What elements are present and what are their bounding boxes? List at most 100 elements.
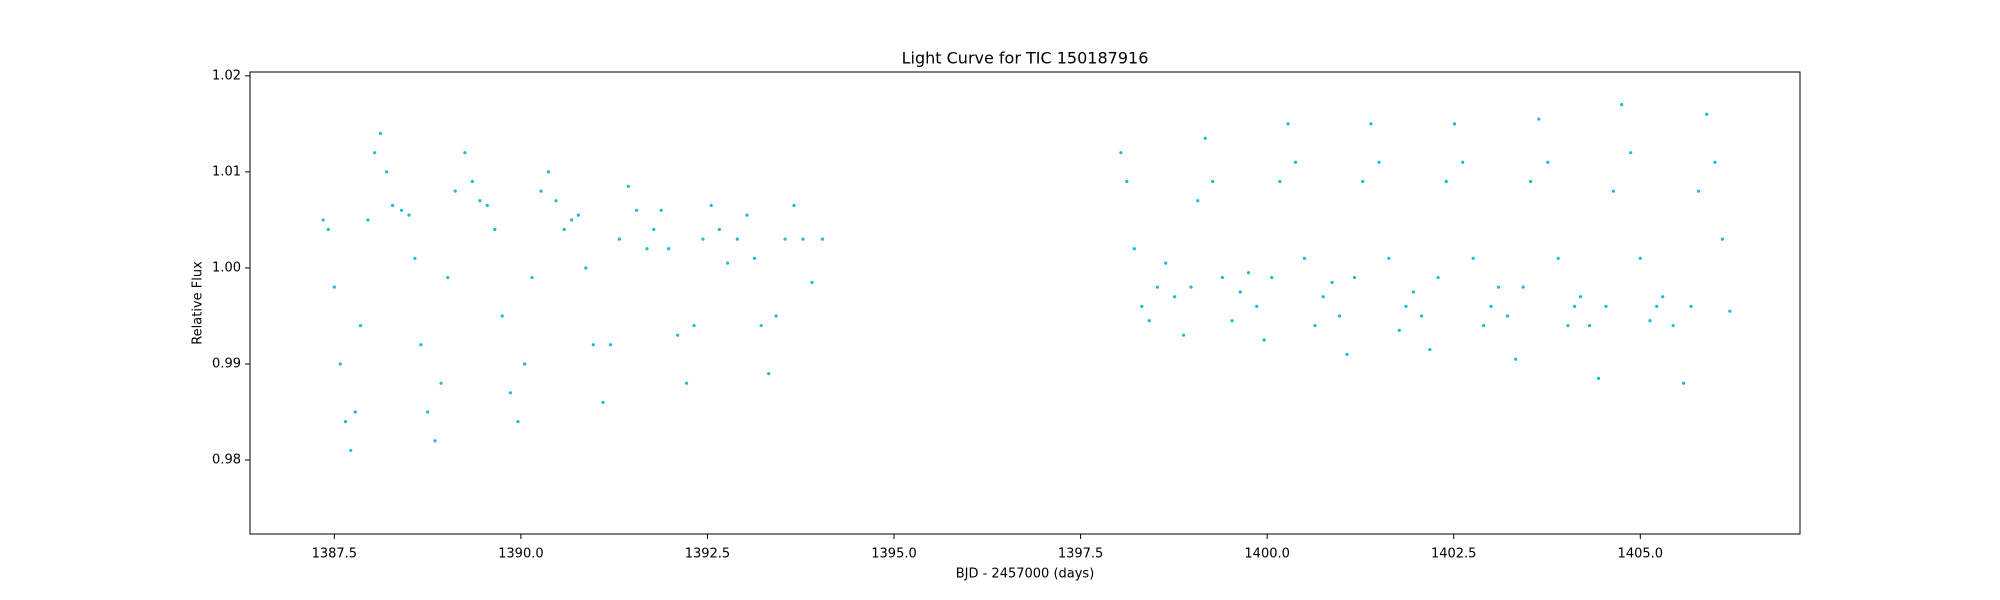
data-point <box>1596 376 1601 380</box>
data-point <box>321 218 325 222</box>
x-tick-label: 1397.5 <box>1058 547 1104 562</box>
x-tick-label: 1387.5 <box>312 547 358 562</box>
data-point <box>1293 160 1298 164</box>
data-point <box>783 237 787 241</box>
data-point <box>332 285 336 289</box>
data-point <box>478 199 482 203</box>
data-point <box>1330 280 1334 284</box>
data-point <box>1397 328 1401 332</box>
data-point <box>1262 338 1266 342</box>
data-point <box>1238 290 1242 294</box>
data-point <box>774 314 778 318</box>
data-point <box>500 314 504 318</box>
data-point <box>523 362 527 366</box>
data-point <box>1481 323 1486 328</box>
y-tick-label: 0.98 <box>212 453 241 468</box>
data-point <box>1173 295 1177 299</box>
data-point <box>601 400 605 405</box>
data-point <box>539 189 543 193</box>
data-point <box>493 227 497 232</box>
data-point <box>801 237 805 241</box>
y-tick-label: 0.99 <box>212 356 241 371</box>
data-point <box>562 227 566 232</box>
x-tick-label: 1390.0 <box>498 547 544 562</box>
data-point <box>608 343 613 347</box>
data-point <box>717 227 722 232</box>
data-point <box>433 439 437 443</box>
data-point <box>485 203 489 208</box>
data-point <box>701 237 705 241</box>
data-point <box>453 189 457 193</box>
data-point <box>1147 319 1151 323</box>
data-point <box>1140 304 1144 308</box>
data-point <box>1521 285 1525 289</box>
data-point <box>1655 304 1659 308</box>
data-point <box>1471 256 1475 260</box>
data-point <box>1587 323 1592 328</box>
data-point <box>1404 304 1408 308</box>
data-point <box>692 323 696 328</box>
data-point <box>366 218 370 222</box>
data-point <box>1352 275 1357 280</box>
data-point <box>1196 199 1200 203</box>
data-point <box>570 218 574 222</box>
data-point <box>1436 275 1440 280</box>
data-point <box>508 391 513 395</box>
data-point <box>326 227 330 232</box>
data-point <box>1628 151 1633 155</box>
data-point <box>1611 189 1616 193</box>
data-point <box>1720 237 1724 241</box>
data-point <box>1270 275 1274 280</box>
data-point <box>1728 309 1732 313</box>
data-point <box>1689 304 1693 308</box>
data-point <box>399 208 404 212</box>
data-point <box>1278 179 1282 184</box>
data-point <box>1444 179 1448 184</box>
data-point <box>419 343 423 347</box>
x-tick-label: 1405.0 <box>1618 547 1664 562</box>
data-point <box>735 237 739 241</box>
data-point <box>546 170 551 174</box>
data-point <box>358 323 363 328</box>
data-point <box>1189 285 1193 289</box>
data-point <box>1302 256 1307 260</box>
data-point <box>373 151 377 155</box>
data-point <box>1230 319 1234 323</box>
data-point <box>1132 247 1136 251</box>
data-point <box>767 371 771 376</box>
data-point <box>617 237 622 241</box>
data-point <box>591 343 595 347</box>
data-point <box>349 448 353 453</box>
data-point <box>353 410 357 414</box>
y-tick-label: 1.00 <box>212 260 241 275</box>
data-point <box>530 275 534 280</box>
x-axis-label: BJD - 2457000 (days) <box>956 567 1095 582</box>
data-point <box>745 213 749 217</box>
data-point <box>1155 285 1160 289</box>
data-point <box>634 208 639 212</box>
data-point <box>516 420 520 424</box>
data-point <box>1578 295 1583 299</box>
data-point <box>1573 304 1577 308</box>
data-point <box>1648 319 1652 323</box>
data-point <box>1369 122 1373 126</box>
data-point <box>1681 381 1686 385</box>
x-tick-label: 1392.5 <box>685 547 731 562</box>
data-point <box>1705 112 1709 116</box>
data-point <box>1119 151 1123 155</box>
data-point <box>554 199 558 203</box>
data-point <box>726 261 730 265</box>
data-point <box>1321 295 1325 299</box>
data-point <box>338 362 342 366</box>
data-point <box>407 213 411 217</box>
x-tick-label: 1400.0 <box>1244 547 1290 562</box>
data-point <box>1255 304 1259 308</box>
data-point <box>1461 160 1465 164</box>
data-point <box>584 266 588 270</box>
data-point <box>1556 256 1560 260</box>
data-point <box>378 131 383 136</box>
data-point <box>1246 271 1251 275</box>
data-point <box>1411 290 1416 294</box>
data-point <box>1428 347 1432 352</box>
plot-frame <box>249 71 1801 535</box>
